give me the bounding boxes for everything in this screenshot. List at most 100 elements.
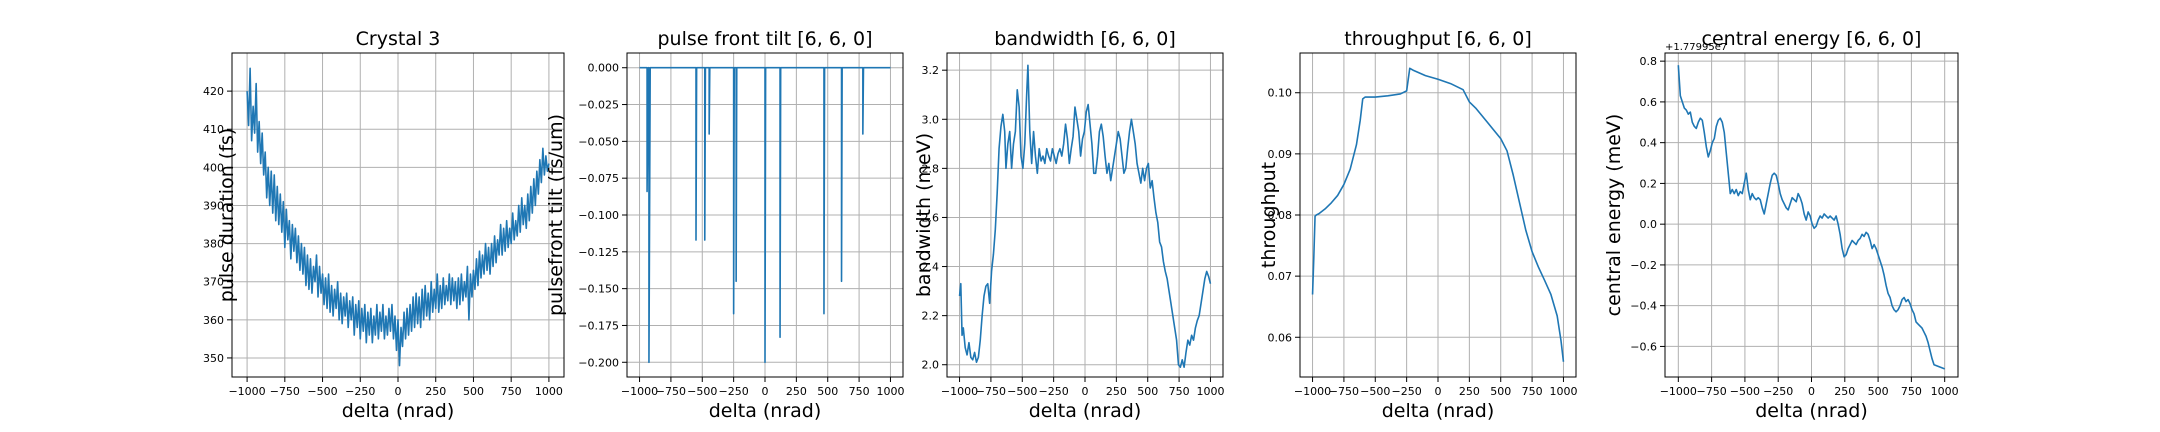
y-tick-label: 0.0: [1640, 218, 1658, 231]
x-tick-label: 1000: [1549, 385, 1577, 398]
plot-frame: [231, 52, 565, 378]
plot-frame: [626, 52, 904, 378]
x-tick-label: −750: [1329, 385, 1359, 398]
x-tick-label: −500: [1007, 385, 1037, 398]
plot-frame: [1299, 52, 1577, 378]
x-tick-label: −1000: [941, 385, 978, 398]
y-tick-label: 0.10: [1268, 87, 1293, 100]
chart-title: central energy [6, 6, 0]: [1702, 28, 1922, 50]
y-tick-label: −0.4: [1630, 300, 1657, 313]
x-tick-label: −750: [270, 385, 300, 398]
x-tick-label: 250: [1834, 385, 1855, 398]
y-tick-label: 0.06: [1268, 331, 1293, 344]
x-tick-label: 0: [1808, 385, 1815, 398]
series-line: [958, 64, 1212, 368]
x-tick-label: −250: [345, 385, 375, 398]
x-tick-label: −500: [1360, 385, 1390, 398]
x-tick-label: 0: [395, 385, 402, 398]
chart-title: Crystal 3: [356, 28, 441, 50]
x-tick-label: −500: [307, 385, 337, 398]
x-axis-label: delta (nrad): [342, 400, 455, 422]
y-tick-label: −0.050: [578, 135, 619, 148]
y-tick-label: 0.2: [1640, 177, 1658, 190]
x-tick-label: 500: [1868, 385, 1889, 398]
y-tick-label: −0.2: [1630, 259, 1657, 272]
y-tick-label: 2.0: [922, 359, 940, 372]
chart-panel-1: −1000 −750 −500 −250 0 250 500 750 1000 350 360 370…: [203, 28, 565, 422]
x-tick-label: 500: [1490, 385, 1511, 398]
y-tick-label: 2.4: [922, 261, 940, 274]
x-tick-label: 500: [1137, 385, 1158, 398]
plot-frame: [946, 52, 1224, 378]
x-tick-label: −1000: [228, 385, 265, 398]
y-tick-label: −0.125: [578, 246, 619, 259]
x-tick-label: 1000: [1196, 385, 1224, 398]
chart-panel-3: −1000−750 −500 −250 0 250 500 750 1000 2.0 2.2 2.4…: [913, 28, 1224, 422]
y-tick-label: 0.07: [1268, 270, 1293, 283]
y-tick-label: 390: [203, 199, 224, 212]
chart-title: pulse front tilt [6, 6, 0]: [658, 28, 873, 50]
y-tick-label: −0.150: [578, 283, 619, 296]
x-tick-label: −500: [1730, 385, 1760, 398]
y-tick-label: 2.6: [922, 211, 940, 224]
y-tick-label: 0.8: [1640, 55, 1658, 68]
x-tick-label: −250: [1763, 385, 1793, 398]
plot-frame: [1664, 52, 1959, 378]
y-tick-label: 3.0: [922, 113, 940, 126]
y-axis-label: pulsefront tilt (fs/um): [545, 114, 567, 316]
x-axis-label: delta (nrad): [1382, 400, 1495, 422]
chart-title: throughput [6, 6, 0]: [1344, 28, 1532, 50]
y-axis-label: bandwidth (meV): [913, 133, 935, 297]
y-tick-label: 420: [203, 85, 224, 98]
x-tick-label: 0: [762, 385, 769, 398]
x-tick-label: 750: [1901, 385, 1922, 398]
y-tick-label: −0.075: [578, 172, 619, 185]
x-tick-label: −750: [1697, 385, 1727, 398]
series-line: [246, 67, 550, 367]
x-axis-label: delta (nrad): [709, 400, 822, 422]
x-tick-label: 500: [463, 385, 484, 398]
x-tick-label: 1000: [1931, 385, 1959, 398]
x-tick-label: 750: [1169, 385, 1190, 398]
y-tick-label: 380: [203, 238, 224, 251]
y-tick-label: 3.2: [922, 64, 940, 77]
x-tick-label: 1000: [876, 385, 904, 398]
x-tick-label: −1000: [1660, 385, 1697, 398]
x-axis-label: delta (nrad): [1029, 400, 1142, 422]
y-tick-label: −0.6: [1630, 340, 1657, 353]
series-line: [1677, 65, 1945, 370]
chart-panel-4: −1000−750 −500 −250 0 250 500 750 1000 0.06 0.07 0…: [1258, 28, 1577, 422]
x-tick-label: −750: [976, 385, 1006, 398]
y-axis-label: throughput: [1258, 162, 1280, 268]
y-tick-label: 410: [203, 123, 224, 136]
y-tick-label: −0.025: [578, 99, 619, 112]
series-line: [639, 66, 891, 364]
y-offset-label: +1.77995e7: [1665, 42, 1727, 53]
x-tick-label: −500: [687, 385, 717, 398]
y-tick-label: 400: [203, 161, 224, 174]
y-tick-label: 2.2: [922, 310, 940, 323]
series-line: [1311, 67, 1565, 362]
x-tick-label: 750: [849, 385, 870, 398]
y-tick-label: 0.000: [588, 62, 620, 75]
chart-panel-2: −1000−750 −500 −250 0 250 500 750 1000 0.000 −0.0…: [545, 28, 904, 422]
x-tick-label: 250: [425, 385, 446, 398]
y-tick-label: 370: [203, 276, 224, 289]
x-tick-label: 0: [1082, 385, 1089, 398]
x-tick-label: −250: [1039, 385, 1069, 398]
x-tick-label: 250: [1106, 385, 1127, 398]
x-tick-label: −250: [719, 385, 749, 398]
y-axis-label: central energy (meV): [1603, 114, 1625, 317]
y-tick-label: −0.200: [578, 356, 619, 369]
y-tick-label: 0.09: [1268, 148, 1293, 161]
y-tick-label: 0.4: [1640, 137, 1658, 150]
y-tick-label: 350: [203, 352, 224, 365]
x-tick-label: 1000: [535, 385, 563, 398]
y-axis-label: pulse duration (fs): [216, 128, 238, 302]
x-tick-label: 500: [817, 385, 838, 398]
chart-title: bandwidth [6, 6, 0]: [994, 28, 1175, 50]
y-tick-label: 0.6: [1640, 96, 1658, 109]
y-tick-label: 360: [203, 314, 224, 327]
y-tick-label: −0.175: [578, 319, 619, 332]
